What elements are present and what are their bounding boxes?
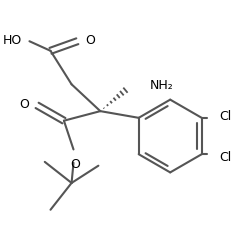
Text: HO: HO — [3, 34, 22, 47]
Text: Cl: Cl — [219, 110, 231, 123]
Text: O: O — [20, 98, 30, 110]
Text: Cl: Cl — [219, 150, 231, 163]
Text: NH₂: NH₂ — [150, 79, 174, 91]
Text: O: O — [85, 34, 95, 47]
Text: O: O — [71, 157, 80, 170]
